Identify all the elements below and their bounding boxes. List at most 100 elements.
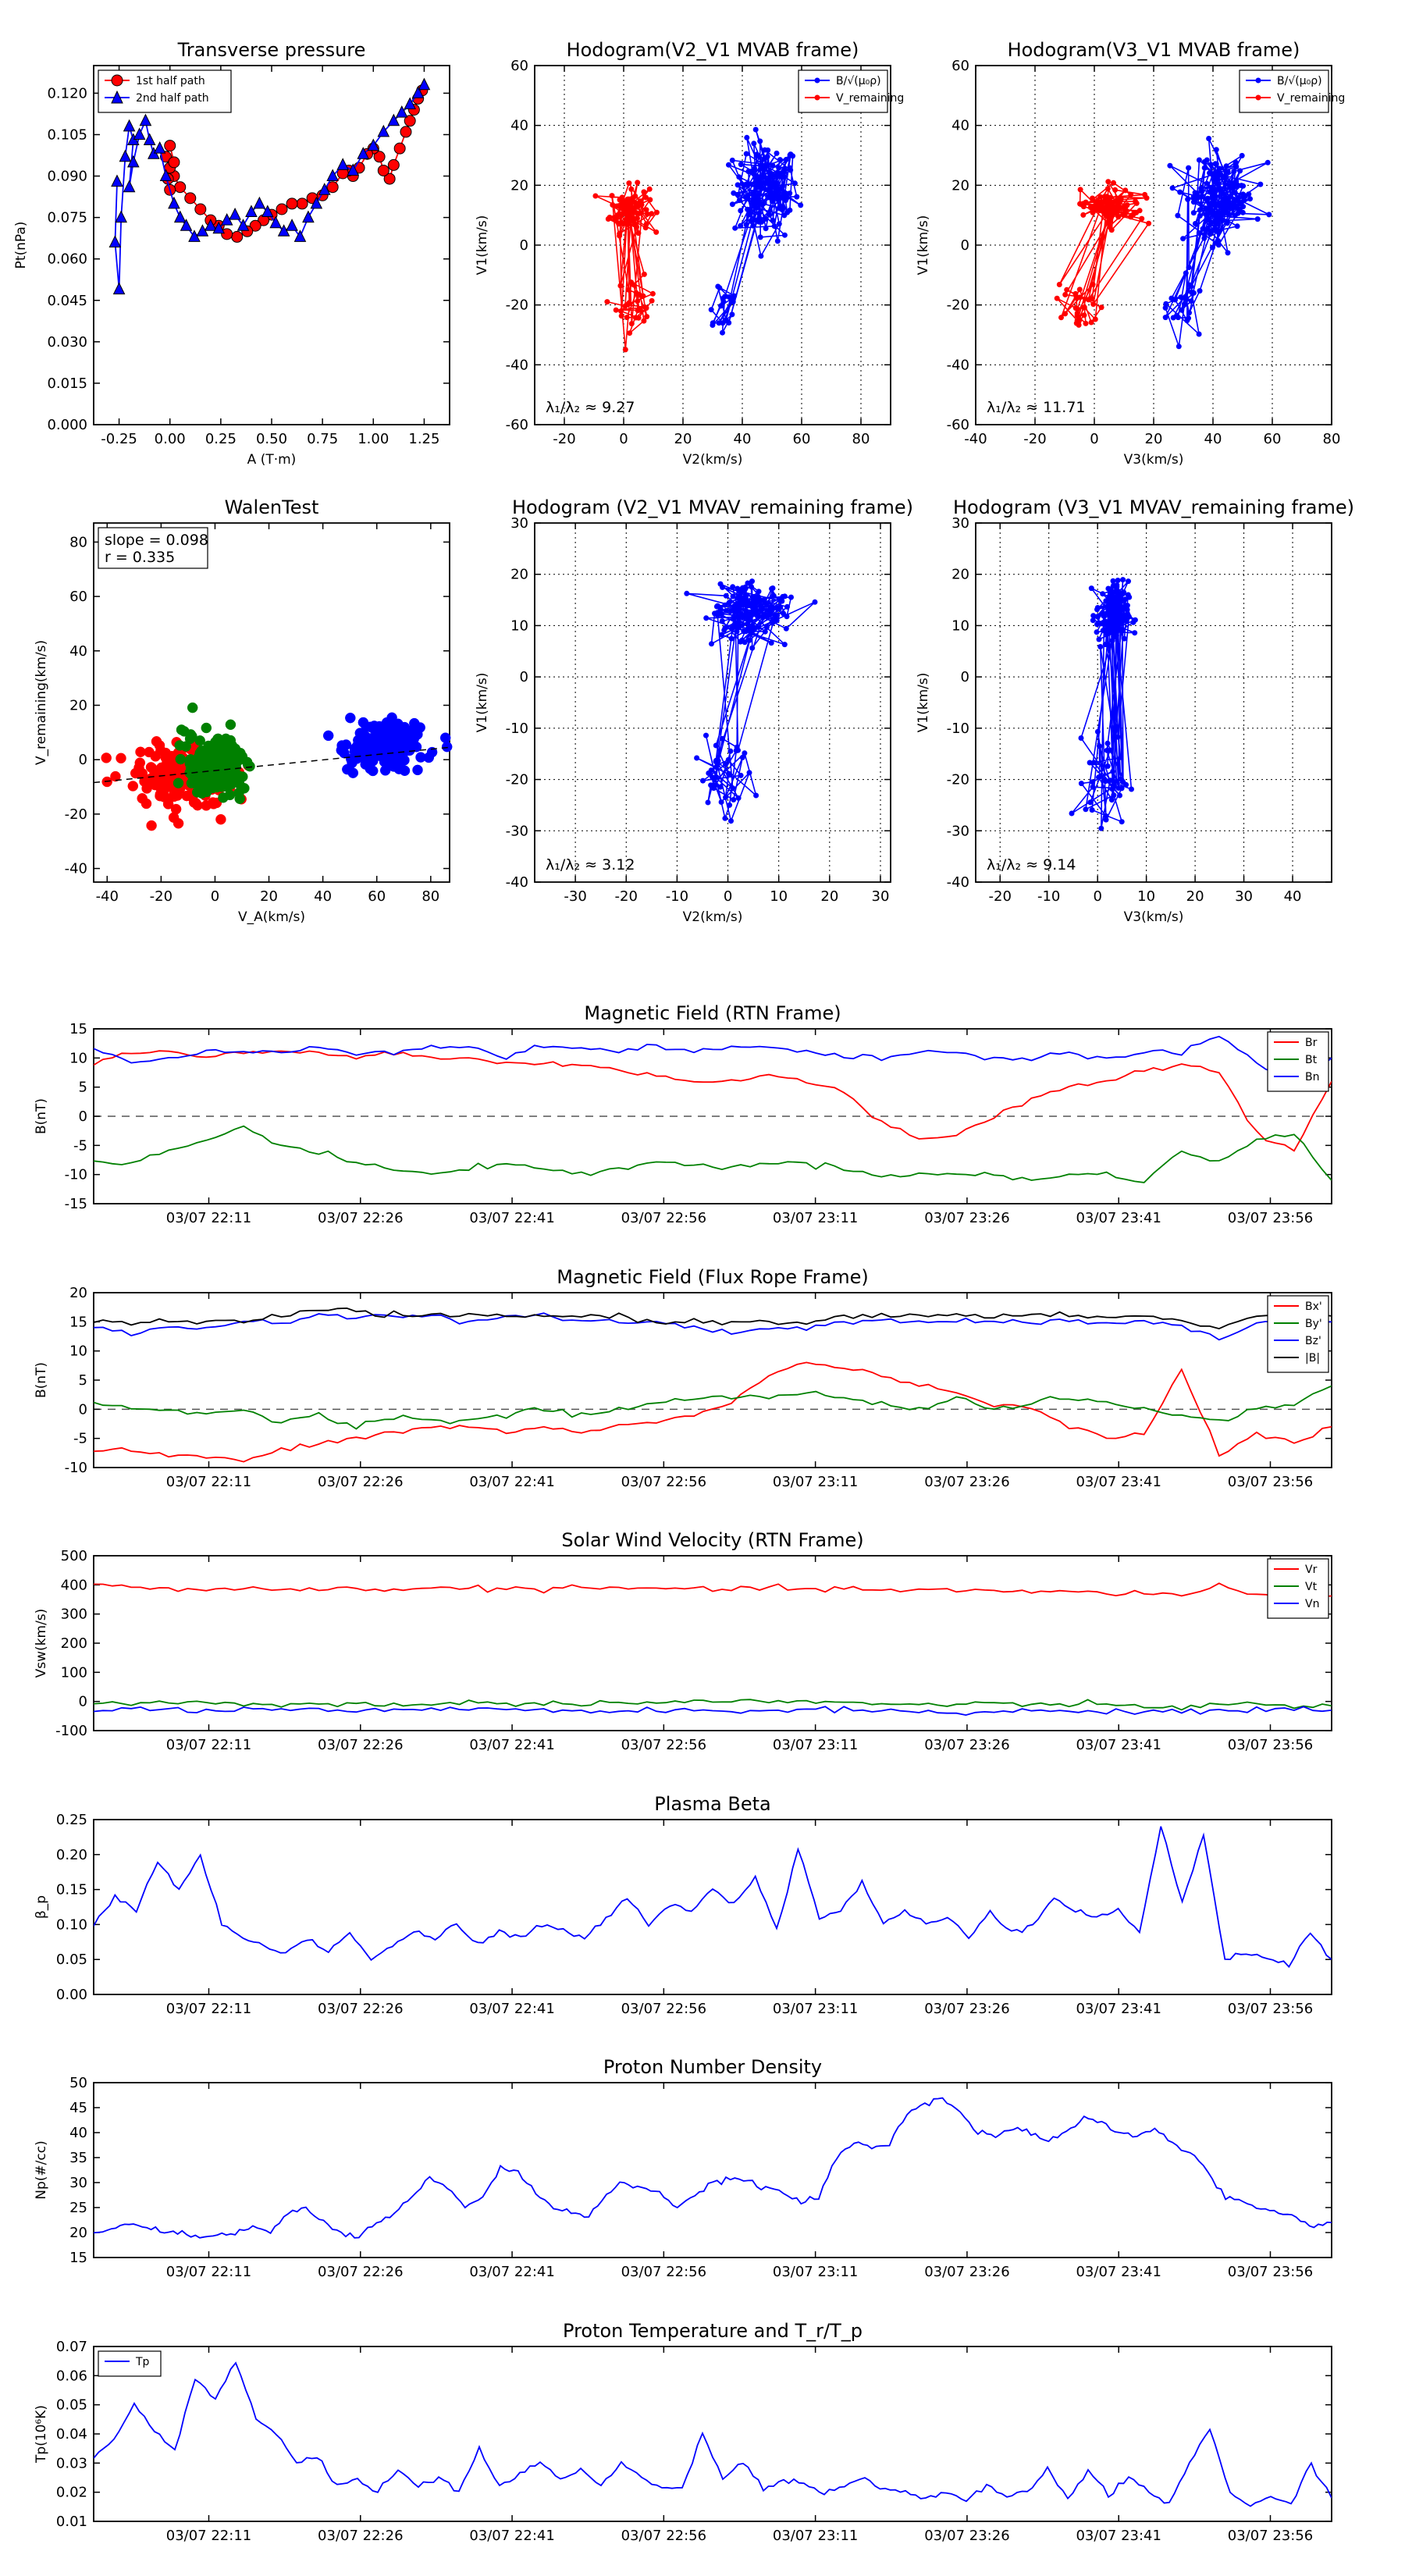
data-point — [649, 297, 655, 304]
data-point — [158, 792, 169, 802]
data-point — [234, 793, 245, 805]
data-point — [1206, 217, 1212, 223]
plot-area — [94, 1035, 1332, 1183]
data-point — [753, 600, 759, 606]
data-point — [1139, 215, 1145, 222]
chart-proton-temperature: 03/07 22:11 03/07 22:26 03/07 22:41 03/07 2… — [34, 2320, 1332, 2544]
data-point — [139, 113, 152, 126]
data-point — [726, 600, 732, 606]
data-point — [624, 221, 631, 227]
data-point — [1266, 212, 1272, 218]
data-point — [1132, 630, 1138, 636]
data-point — [253, 196, 266, 209]
data-point — [160, 151, 173, 163]
time-tick-label: 03/07 22:11 — [166, 1210, 251, 1226]
data-point — [713, 603, 720, 610]
data-point — [729, 626, 735, 632]
data-point — [218, 792, 229, 803]
y-tick-label: -5 — [73, 1137, 87, 1154]
chart-transverse-pressure: -0.25 0.00 0.25 0.50 0.75 1.00 1.25 0.000 0.015 0… — [13, 39, 450, 468]
data-point — [1121, 589, 1126, 596]
legend-marker — [111, 90, 123, 104]
data-point — [1119, 819, 1125, 825]
y-tick-label: -10 — [65, 1460, 87, 1476]
data-point — [751, 610, 757, 616]
data-point — [787, 165, 793, 171]
y-tick-label: 0 — [79, 1108, 87, 1125]
data-point — [1196, 230, 1202, 237]
data-point — [629, 196, 635, 202]
data-point — [1076, 322, 1082, 328]
data-point — [781, 174, 788, 180]
x-axis-label: V2(km/s) — [683, 909, 743, 925]
data-point — [1209, 244, 1215, 251]
data-point — [1117, 792, 1122, 799]
y-tick-label: 50 — [69, 2075, 87, 2091]
data-point — [719, 618, 725, 624]
data-point — [173, 777, 184, 788]
data-point — [729, 201, 735, 208]
y-axis-label: V1(km/s) — [916, 673, 931, 733]
data-point — [768, 640, 774, 646]
data-point — [784, 614, 790, 620]
data-point — [723, 795, 728, 800]
data-point — [745, 624, 752, 631]
data-point — [775, 196, 781, 202]
data-point — [439, 732, 451, 743]
x-tick-label: 60 — [1264, 431, 1282, 447]
data-point — [1115, 202, 1121, 208]
data-point — [694, 755, 700, 761]
data-point — [761, 173, 767, 180]
data-point — [788, 594, 794, 600]
data-point — [145, 762, 157, 773]
x-tick-label: 20 — [674, 431, 692, 447]
data-point — [767, 607, 774, 612]
data-point — [184, 192, 197, 205]
data-point — [767, 186, 773, 192]
data-point — [225, 756, 236, 767]
data-point — [1118, 196, 1124, 202]
time-tick-label: 03/07 23:41 — [1076, 2264, 1161, 2280]
plot-frame — [93, 1819, 1332, 1995]
data-point — [722, 602, 728, 608]
data-point — [1077, 187, 1083, 193]
data-point — [753, 792, 759, 799]
y-axis-label: Pt(nPa) — [13, 222, 29, 269]
data-point — [771, 223, 777, 229]
data-point — [646, 186, 653, 192]
data-point — [1119, 778, 1126, 785]
data-point — [735, 192, 742, 198]
legend-label: V_remaining — [836, 92, 904, 105]
data-point — [736, 593, 742, 600]
data-point — [1092, 316, 1098, 322]
data-point — [726, 771, 732, 777]
data-point — [1122, 596, 1129, 603]
data-point — [1203, 205, 1209, 212]
data-point — [1119, 626, 1125, 632]
data-point — [411, 728, 422, 738]
data-point — [626, 180, 632, 187]
data-point — [1104, 740, 1111, 746]
data-point — [748, 602, 754, 608]
x-tick-label: 40 — [734, 431, 752, 447]
chart-solar-wind-velocity: 03/07 22:11 03/07 22:26 03/07 22:41 03/07 2… — [34, 1529, 1332, 1753]
legend-label: Vn — [1305, 1598, 1319, 1610]
data-point — [1107, 747, 1113, 753]
data-point — [1094, 728, 1101, 735]
data-point — [776, 221, 782, 227]
y-tick-label: 200 — [61, 1635, 87, 1652]
data-point — [1126, 614, 1132, 620]
data-point — [1124, 603, 1130, 609]
data-point — [1062, 292, 1069, 297]
data-point — [628, 321, 635, 327]
data-point — [1114, 584, 1120, 589]
data-point — [1209, 208, 1215, 214]
data-point — [710, 322, 716, 328]
y-tick-label: -20 — [506, 297, 528, 314]
data-point — [636, 307, 642, 313]
data-point — [706, 770, 712, 776]
data-point — [812, 599, 818, 605]
data-point — [1120, 613, 1126, 619]
data-point — [400, 126, 412, 138]
y-axis-label: V1(km/s) — [475, 673, 490, 733]
